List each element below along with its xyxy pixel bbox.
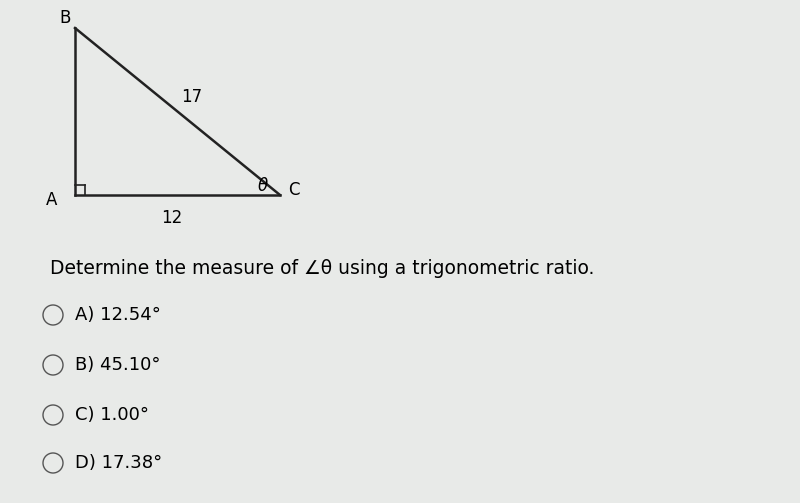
Text: θ: θ xyxy=(258,177,268,195)
Text: B) 45.10°: B) 45.10° xyxy=(75,356,161,374)
Text: A) 12.54°: A) 12.54° xyxy=(75,306,161,324)
Text: Determine the measure of ∠θ using a trigonometric ratio.: Determine the measure of ∠θ using a trig… xyxy=(50,259,594,278)
Text: C) 1.00°: C) 1.00° xyxy=(75,406,149,424)
Text: C: C xyxy=(288,181,300,199)
Text: A: A xyxy=(46,191,58,209)
Text: D) 17.38°: D) 17.38° xyxy=(75,454,162,472)
Text: 17: 17 xyxy=(182,88,202,106)
Text: B: B xyxy=(59,9,70,27)
Text: 12: 12 xyxy=(162,209,182,227)
